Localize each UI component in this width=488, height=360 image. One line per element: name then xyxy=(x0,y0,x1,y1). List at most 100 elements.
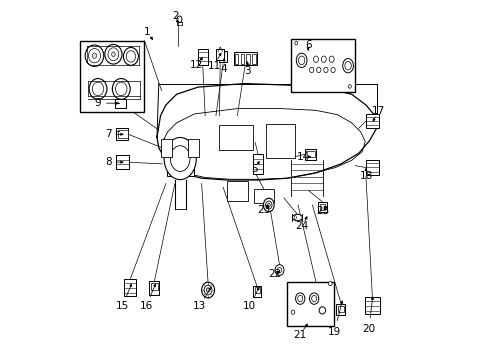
Bar xyxy=(149,281,159,295)
Ellipse shape xyxy=(294,41,297,45)
Bar xyxy=(290,39,354,93)
Ellipse shape xyxy=(108,48,119,61)
Text: 19: 19 xyxy=(327,327,341,337)
Ellipse shape xyxy=(267,203,270,207)
Ellipse shape xyxy=(206,288,209,292)
Ellipse shape xyxy=(203,285,212,295)
Bar xyxy=(233,52,256,65)
Ellipse shape xyxy=(123,48,138,65)
Ellipse shape xyxy=(291,310,294,314)
Text: 22: 22 xyxy=(268,269,281,279)
Ellipse shape xyxy=(115,82,127,96)
Ellipse shape xyxy=(330,67,335,73)
Bar xyxy=(304,149,316,159)
Ellipse shape xyxy=(295,293,304,304)
Ellipse shape xyxy=(111,52,115,57)
Bar xyxy=(188,139,199,157)
Text: 10: 10 xyxy=(243,301,256,311)
Ellipse shape xyxy=(88,49,101,63)
Ellipse shape xyxy=(344,62,350,70)
Ellipse shape xyxy=(296,53,306,67)
Text: 24: 24 xyxy=(294,221,307,231)
Text: 25: 25 xyxy=(316,206,329,216)
Ellipse shape xyxy=(321,56,325,63)
Text: 20: 20 xyxy=(362,324,375,334)
Bar xyxy=(286,282,333,327)
Bar xyxy=(336,303,345,315)
Ellipse shape xyxy=(277,267,281,273)
Ellipse shape xyxy=(274,265,284,275)
Text: 1: 1 xyxy=(144,27,150,37)
Ellipse shape xyxy=(328,56,333,63)
Bar xyxy=(234,54,238,64)
Text: 5: 5 xyxy=(250,164,257,174)
Text: 16: 16 xyxy=(140,301,153,311)
Bar xyxy=(118,130,128,138)
Bar xyxy=(254,287,259,293)
Bar xyxy=(115,99,125,108)
Bar xyxy=(253,286,261,297)
Text: 6: 6 xyxy=(304,40,311,50)
Text: 7: 7 xyxy=(105,129,112,139)
Text: 18: 18 xyxy=(359,171,372,181)
Ellipse shape xyxy=(92,82,103,96)
Bar xyxy=(337,306,343,312)
Bar xyxy=(251,54,255,64)
Ellipse shape xyxy=(323,67,327,73)
Text: 17: 17 xyxy=(371,107,384,116)
Ellipse shape xyxy=(126,51,135,62)
Text: 14: 14 xyxy=(296,152,309,162)
Text: 9: 9 xyxy=(95,98,101,108)
Text: 2: 2 xyxy=(172,11,179,21)
Bar xyxy=(246,54,249,64)
Bar xyxy=(365,160,378,175)
Text: 8: 8 xyxy=(105,157,112,167)
Bar xyxy=(218,125,252,150)
Ellipse shape xyxy=(170,146,190,171)
Bar xyxy=(151,283,158,290)
Text: 23: 23 xyxy=(257,205,270,215)
Ellipse shape xyxy=(319,307,325,314)
Bar xyxy=(265,124,294,158)
Text: 15: 15 xyxy=(116,301,129,311)
Ellipse shape xyxy=(92,53,97,58)
Bar xyxy=(365,297,379,314)
Ellipse shape xyxy=(311,296,316,302)
Bar xyxy=(254,189,273,203)
Ellipse shape xyxy=(201,282,214,298)
Text: 12: 12 xyxy=(189,60,203,70)
Ellipse shape xyxy=(294,215,296,220)
Bar xyxy=(317,202,326,212)
Bar xyxy=(216,49,224,60)
Ellipse shape xyxy=(177,16,182,22)
Ellipse shape xyxy=(316,67,320,73)
Ellipse shape xyxy=(298,56,304,64)
Bar xyxy=(240,54,244,64)
Ellipse shape xyxy=(112,78,130,99)
Bar xyxy=(116,128,128,140)
Text: 13: 13 xyxy=(193,301,206,311)
Bar xyxy=(197,49,207,64)
Text: 21: 21 xyxy=(292,330,305,341)
Ellipse shape xyxy=(265,201,271,209)
Bar xyxy=(365,114,378,128)
Ellipse shape xyxy=(309,293,318,304)
Text: 4: 4 xyxy=(221,64,227,74)
Bar xyxy=(252,154,263,174)
Ellipse shape xyxy=(292,214,302,221)
Ellipse shape xyxy=(328,282,331,286)
Bar xyxy=(161,139,172,157)
Ellipse shape xyxy=(263,198,274,212)
Bar xyxy=(219,51,226,63)
Bar xyxy=(305,151,314,157)
Bar xyxy=(171,147,189,170)
Bar xyxy=(123,279,136,296)
Ellipse shape xyxy=(164,138,196,180)
Ellipse shape xyxy=(348,85,350,88)
Text: 11: 11 xyxy=(207,61,220,71)
Bar xyxy=(80,41,144,112)
Ellipse shape xyxy=(297,296,302,302)
Ellipse shape xyxy=(104,44,122,64)
Ellipse shape xyxy=(85,45,103,66)
Bar xyxy=(166,141,193,176)
